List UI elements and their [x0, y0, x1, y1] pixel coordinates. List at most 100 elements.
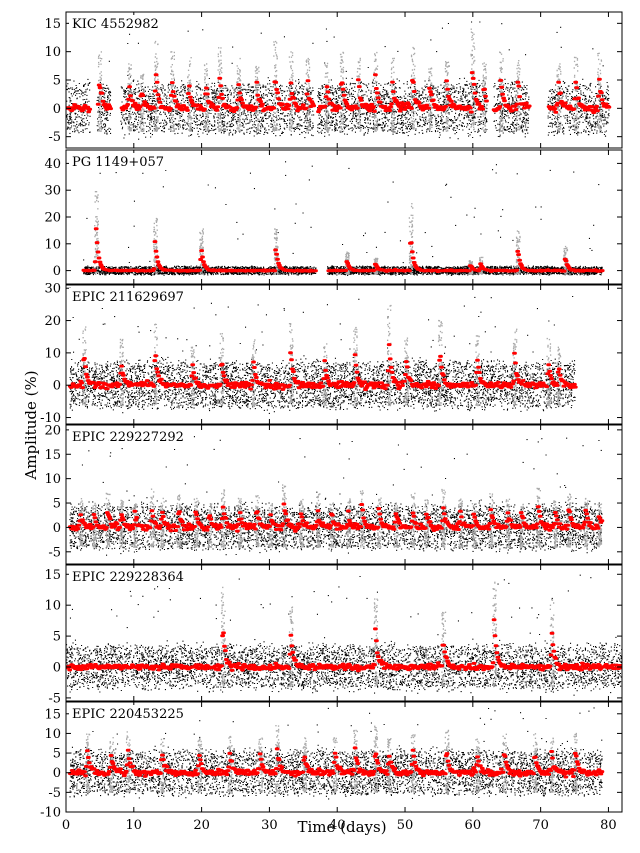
panel-1-flare-5 [170, 51, 175, 132]
panel-4: -5 0 5 10 15 20 EPIC 229227292 [44, 423, 623, 565]
panel-1-flare-8 [217, 47, 223, 132]
panel-3-flare-10 [387, 304, 392, 407]
panel-1-label-bg [69, 15, 164, 32]
panel-3-binned-curve [67, 343, 578, 392]
panel-4-ytick-label: 0 [53, 521, 61, 536]
panel-6-flare-8 [275, 725, 281, 793]
panel-6-flare-3 [125, 731, 131, 793]
panel-2-flare-3 [199, 228, 204, 275]
panel-3-ytick-label: -10 [40, 411, 61, 426]
x-tick-label: 0 [62, 818, 70, 833]
panel-2-binned-curve [81, 227, 605, 273]
panel-6-label-bg [69, 705, 189, 722]
panel-6-binned-curve [67, 746, 605, 779]
panel-2-ytick-label: 20 [44, 211, 61, 226]
panel-4-label: EPIC 229227292 [72, 430, 184, 445]
panel-4-flare-12 [237, 497, 243, 548]
x-tick-label: 70 [532, 818, 549, 833]
panel-4-flare-31 [536, 487, 541, 548]
panel-1-flare-7 [203, 63, 209, 132]
panel-5: -5 0 5 10 15 EPIC 229228364 [44, 564, 623, 706]
panel-1-flare-10 [254, 65, 260, 132]
panel-6-ytick-label: 5 [53, 747, 61, 762]
panel-1-flare-21 [444, 61, 450, 132]
panel-1-binned-curve [66, 71, 612, 115]
panel-1-flare-24 [498, 51, 504, 132]
panel-4-ytick-label: -5 [48, 545, 61, 560]
x-tick-label: 60 [465, 818, 482, 833]
x-tick-label: 50 [397, 818, 414, 833]
panel-3-ytick-label: 0 [53, 379, 61, 394]
panel-5-flare-1 [220, 586, 226, 687]
panel-5-ytick-label: 15 [44, 568, 61, 583]
panel-6-ytick-label: 15 [44, 707, 61, 722]
panel-1-ytick-label: 10 [44, 45, 61, 60]
panel-4-ytick-label: 5 [53, 497, 61, 512]
y-axis-title: Amplitude (%) [22, 370, 40, 480]
panel-6-flare-4 [159, 738, 165, 793]
panel-4-plot-area [67, 436, 605, 556]
panel-3-flare-12 [437, 319, 443, 406]
panel-6-ytick-label: -10 [40, 806, 61, 821]
panel-6-flare-15 [444, 729, 450, 793]
panel-2-ytick-label: 40 [44, 157, 61, 172]
panel-1-flare-27 [573, 56, 579, 132]
panel-1-plot-area [66, 21, 612, 140]
panel-4-frame [65, 424, 623, 565]
panel-4-flare-35 [597, 503, 603, 548]
panel-3: -10 0 10 20 30 EPIC 211629697 [40, 282, 623, 426]
panel-3-ytick-label: 20 [44, 314, 61, 329]
panel-1-flare-19 [410, 46, 416, 130]
panel-1-flare-20 [427, 67, 433, 131]
panel-4-flare-19 [346, 498, 352, 548]
panel-3-frame [65, 284, 623, 425]
panel-4-ytick-label: 20 [44, 423, 61, 438]
panel-3-ytick-label: 30 [44, 282, 61, 297]
x-axis-title: Time (days) [297, 818, 386, 836]
panel-4-flare-32 [553, 500, 559, 548]
panel-5-frame [65, 564, 623, 702]
panel-2-ytick-label: 10 [44, 237, 61, 252]
panel-1: -5 0 5 10 15 KIC 4552982 [44, 11, 623, 149]
panel-5-raw-points [66, 574, 622, 696]
panel-1-ytick-label: -5 [48, 130, 61, 145]
panel-2: 0 10 20 30 40 PG 1149+057 [44, 149, 623, 285]
panel-4-ytick-label: 15 [44, 448, 61, 463]
panel-5-ytick-label: -5 [48, 691, 61, 706]
panel-4-flare-16 [298, 498, 304, 548]
panel-6-ytick-label: -5 [48, 786, 61, 801]
panel-4-binned-curve [67, 502, 605, 533]
panel-5-label-bg [69, 568, 189, 585]
panel-3-ytick-label: 10 [44, 346, 61, 361]
panel-5-flare-5 [492, 581, 498, 688]
panel-6-raw-points [69, 707, 603, 800]
panel-6-ytick-label: 0 [53, 766, 61, 781]
panel-4-label-bg [69, 428, 189, 445]
panel-5-ytick-label: 0 [53, 661, 61, 676]
panel-4-ytick-label: 10 [44, 472, 61, 487]
panel-3-flare-11 [404, 337, 409, 407]
panel-6-flare-13 [387, 738, 392, 793]
panel-6: -10 -5 0 5 10 15 0 10 20 30 40 50 60 70 80 EPIC 2204532… [40, 701, 623, 833]
panel-5-label: EPIC 229228364 [72, 570, 184, 585]
panel-3-flare-6 [251, 339, 257, 407]
panel-5-flare-3 [373, 598, 379, 687]
panel-1-flare-18 [390, 57, 396, 132]
panel-6-frame [65, 701, 623, 813]
panel-3-plot-area [67, 295, 578, 414]
panel-2-frame [65, 149, 623, 285]
x-tick-label: 30 [261, 818, 278, 833]
panel-2-label-bg [69, 153, 170, 170]
panel-1-ytick-label: 0 [53, 102, 61, 117]
panel-4-flare-10 [207, 503, 213, 548]
x-tick-label: 40 [329, 818, 346, 833]
x-tick-label: 10 [126, 818, 143, 833]
panel-1-flare-3 [139, 73, 145, 132]
panel-5-ytick-label: 10 [44, 599, 61, 614]
panel-6-plot-area [67, 707, 605, 800]
panel-1-label: KIC 4552982 [72, 17, 159, 32]
panel-4-flare-8 [176, 494, 182, 548]
panel-1-ytick-label: 15 [44, 17, 61, 32]
panel-3-flare-1 [81, 326, 87, 407]
